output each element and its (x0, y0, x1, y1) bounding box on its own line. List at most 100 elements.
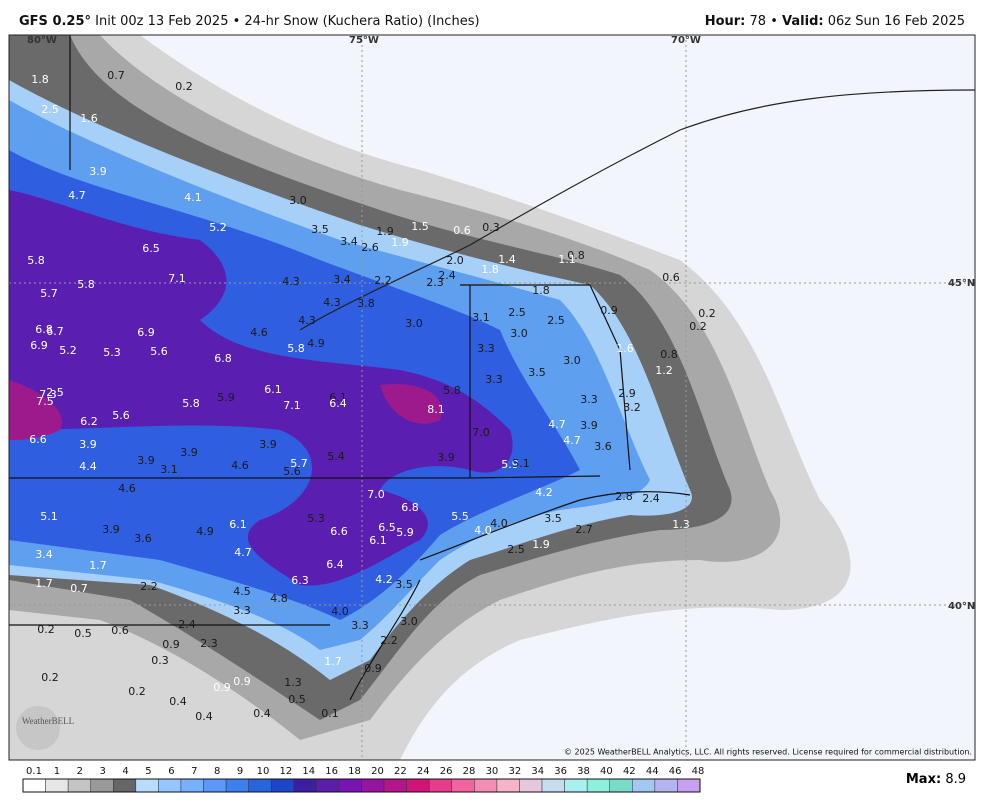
spot-value: 2.5 (547, 314, 565, 327)
spot-value: 1.4 (498, 253, 516, 266)
spot-value: 4.4 (79, 460, 97, 473)
legend-swatch (586, 778, 610, 793)
spot-value: 5.1 (512, 457, 530, 470)
legend-label: 48 (692, 766, 705, 777)
description: Init 00z 13 Feb 2025 • 24-hr Snow (Kuche… (95, 14, 480, 29)
legend-label: 2 (77, 766, 83, 777)
spot-value: 0.3 (482, 221, 500, 234)
spot-value: 3.0 (400, 615, 418, 628)
spot-value: 2.6 (361, 241, 379, 254)
spot-value: 4.6 (250, 326, 268, 339)
legend-label: 20 (371, 766, 384, 777)
legend-swatch (293, 778, 317, 793)
legend-swatch (45, 778, 69, 793)
header-left: GFS 0.25° Init 00z 13 Feb 2025 • 24-hr S… (19, 14, 480, 29)
spot-value: 0.4 (195, 710, 213, 723)
legend-label: 40 (600, 766, 613, 777)
header: GFS 0.25° Init 00z 13 Feb 2025 • 24-hr S… (0, 0, 984, 34)
legend-label: 16 (325, 766, 338, 777)
logo-mark (16, 706, 60, 750)
legend-label: 14 (302, 766, 315, 777)
spot-value: 2.5 (507, 543, 525, 556)
spot-value: 4.3 (323, 296, 341, 309)
spot-value: 4.6 (118, 482, 136, 495)
model: GFS 0.25° (19, 14, 92, 29)
legend-swatch (67, 778, 91, 793)
valid: 06z Sun 16 Feb 2025 (827, 14, 965, 29)
graticule (9, 35, 975, 760)
max: Max: 8.9 (905, 772, 966, 787)
spot-value: 0.9 (600, 304, 618, 317)
legend-swatch (90, 778, 114, 793)
spot-value: 5.8 (287, 342, 305, 355)
spot-value: 5.6 (112, 409, 130, 422)
legend-label: 9 (237, 766, 243, 777)
spot-value: 3.3 (580, 393, 598, 406)
hour-label: Hour: (704, 14, 746, 29)
spot-value: 3.9 (102, 523, 120, 536)
legend-swatch (338, 778, 362, 793)
legend-swatch (406, 778, 430, 793)
spot-value: 5.9 (217, 391, 235, 404)
legend-label: 3 (100, 766, 106, 777)
spot-value: 1.6 (616, 342, 634, 355)
spot-value: 6.1 (329, 391, 347, 404)
spot-value: 6.1 (369, 534, 387, 547)
spot-value: 6.4 (326, 558, 344, 571)
legend-label: 24 (417, 766, 430, 777)
spot-value: 6.3 (291, 574, 309, 587)
spot-value: 2.3 (426, 276, 444, 289)
spot-value: 3.0 (563, 354, 581, 367)
spot-value: 1.9 (376, 225, 394, 238)
spot-value: 4.3 (282, 275, 300, 288)
spot-value: 4.1 (184, 191, 202, 204)
spot-value: 5.1 (40, 510, 58, 523)
spot-value: 4.2 (535, 486, 553, 499)
spot-value: 4.5 (233, 585, 251, 598)
spot-value: 2.7 (575, 523, 593, 536)
spot-value: 5.8 (77, 278, 95, 291)
spot-value: 3.0 (405, 317, 423, 330)
spot-value: 6.8 (214, 352, 232, 365)
spot-value: 0.2 (128, 685, 146, 698)
legend-swatch (361, 778, 385, 793)
spot-value: 6.8 (401, 501, 419, 514)
spot-value: 2.3 (200, 637, 218, 650)
legend-label: 10 (257, 766, 270, 777)
legend-label: 18 (348, 766, 361, 777)
legend-label: 5 (145, 766, 151, 777)
spot-value: 4.2 (375, 573, 393, 586)
spot-value: 6.5 (142, 242, 160, 255)
spot-value: 3.6 (134, 532, 152, 545)
spot-value: 0.7 (107, 69, 125, 82)
spot-value: 5.8 (443, 384, 461, 397)
spot-value: 5.9 (501, 458, 519, 471)
spot-value: 6.6 (330, 525, 348, 538)
legend-swatch (451, 778, 475, 793)
spot-value: 6.1 (264, 383, 282, 396)
spot-value: 6.8 (35, 323, 53, 336)
spot-value: 0.9 (364, 662, 382, 675)
legend-label: 32 (508, 766, 521, 777)
spot-value: 2.0 (446, 254, 464, 267)
legend-swatch (225, 778, 249, 793)
legend-label: 28 (463, 766, 476, 777)
spot-value: 5.9 (396, 526, 414, 539)
legend-swatch (22, 778, 46, 793)
legend-swatch (519, 778, 543, 793)
spot-value: 6.1 (229, 518, 247, 531)
spot-value: 3.5 (311, 223, 329, 236)
spot-value: 1.3 (672, 518, 690, 531)
spot-value: 0.9 (233, 675, 251, 688)
legend-swatch (609, 778, 633, 793)
spot-value: 3.9 (437, 451, 455, 464)
spot-value: 5.4 (327, 450, 345, 463)
spot-value: 3.9 (79, 438, 97, 451)
spot-value: 3.9 (89, 165, 107, 178)
spot-value: 4.8 (270, 592, 288, 605)
spot-value: 3.9 (580, 419, 598, 432)
spot-value: 4.6 (231, 459, 249, 472)
separator: • (770, 14, 778, 29)
